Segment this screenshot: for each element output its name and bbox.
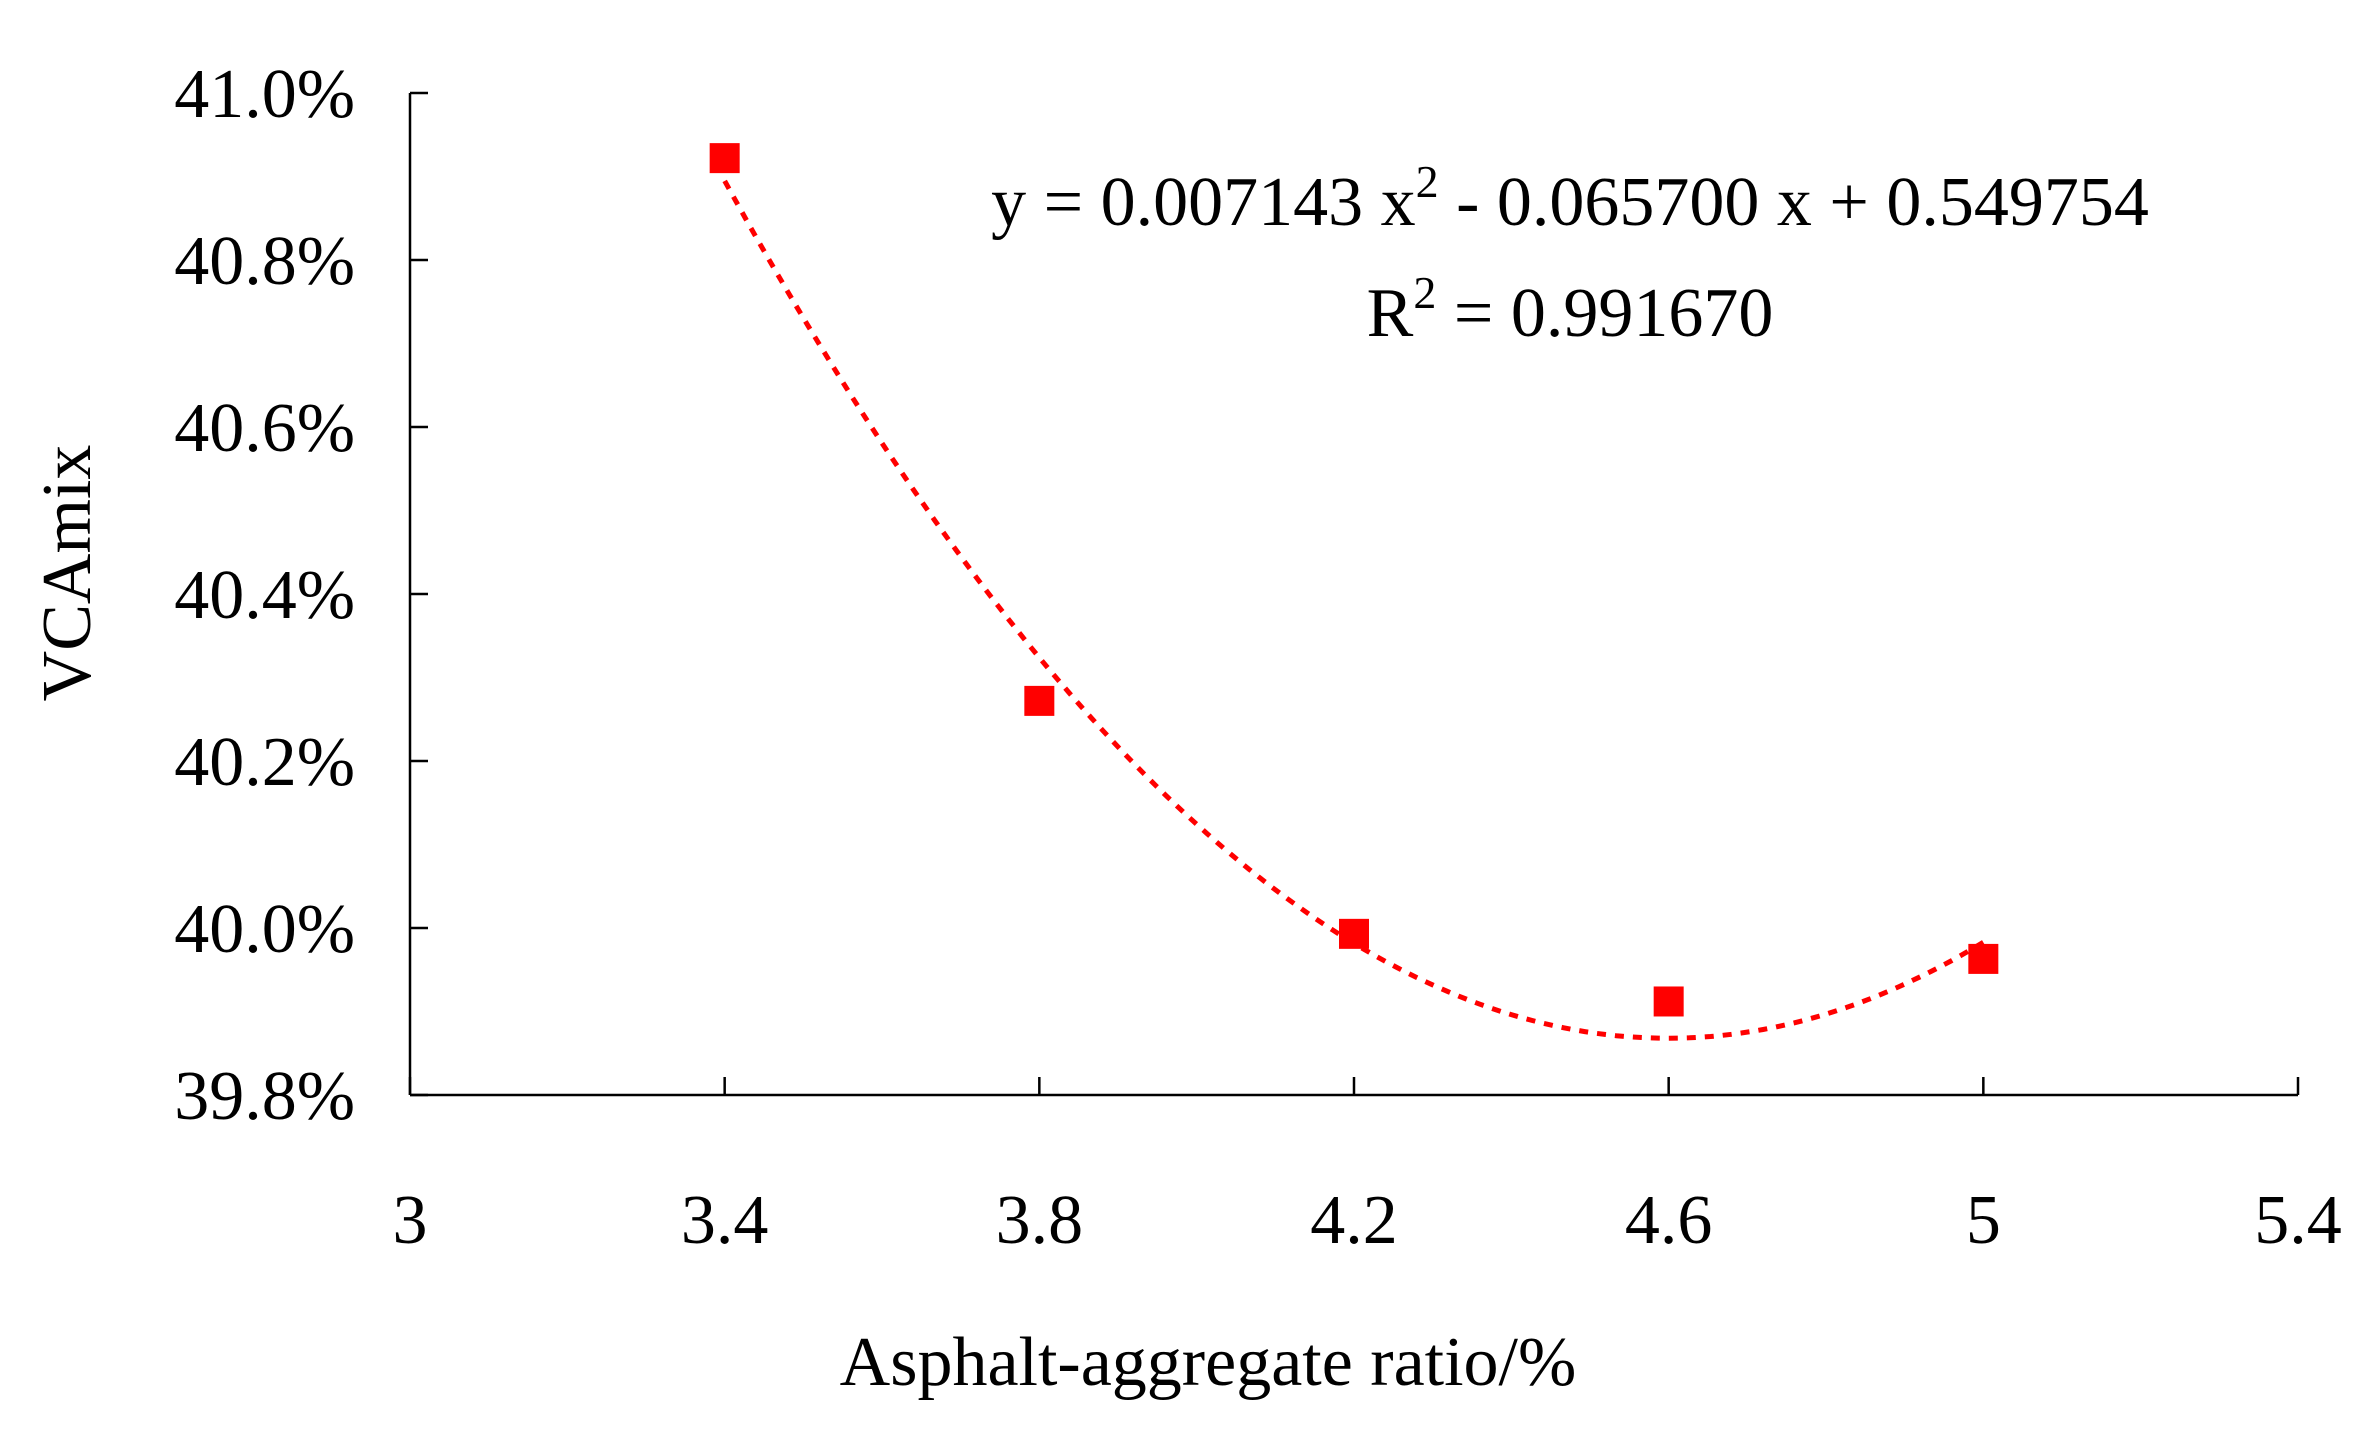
x-axis: 3 3.4 3.8 4.2 4.6 5 5.4 [393,1077,2342,1259]
r2-prefix: R [1367,275,1414,352]
r-squared: R2 = 0.991670 [1367,267,1774,352]
data-point [1024,685,1055,716]
data-point [1968,943,1999,974]
x-tick-label: 3 [393,1182,428,1259]
trendline-equation: y = 0.007143 x2 - 0.065700 x + 0.549754 [991,156,2149,241]
x-tick-label: 3.8 [996,1182,1084,1259]
trendline [722,179,1985,1041]
data-point [709,143,740,174]
y-tick-label: 40.6% [174,390,355,467]
x-axis-title: Asphalt-aggregate ratio/% [840,1324,1577,1401]
y-tick-label: 40.0% [174,891,355,968]
x-tick-label: 5.4 [2254,1182,2342,1259]
data-point [1653,986,1684,1017]
y-tick-label: 39.8% [174,1058,355,1135]
equation-exponent: 2 [1416,156,1439,207]
x-tick-label: 4.2 [1310,1182,1398,1259]
data-point [1339,918,1369,949]
y-tick-label: 40.2% [174,724,355,801]
x-tick-label: 3.4 [681,1182,769,1259]
y-axis: 39.8% 40.0% 40.2% 40.4% 40.6% 40.8% 41.0% [174,56,428,1135]
y-tick-label: 41.0% [174,56,355,133]
y-tick-label: 40.8% [174,223,355,300]
trendline-path [722,179,1985,1041]
equation-prefix: y = 0.007143 x [991,164,1415,241]
equation-suffix: - 0.065700 x + 0.549754 [1439,164,2149,241]
x-tick-label: 4.6 [1625,1182,1713,1259]
y-axis-title: VCAmix [29,445,106,702]
r2-suffix: = 0.991670 [1436,275,1773,352]
data-markers [709,143,1999,1017]
y-tick-label: 40.4% [174,557,355,634]
r2-exponent: 2 [1413,267,1436,318]
x-tick-label: 5 [1966,1182,2001,1259]
